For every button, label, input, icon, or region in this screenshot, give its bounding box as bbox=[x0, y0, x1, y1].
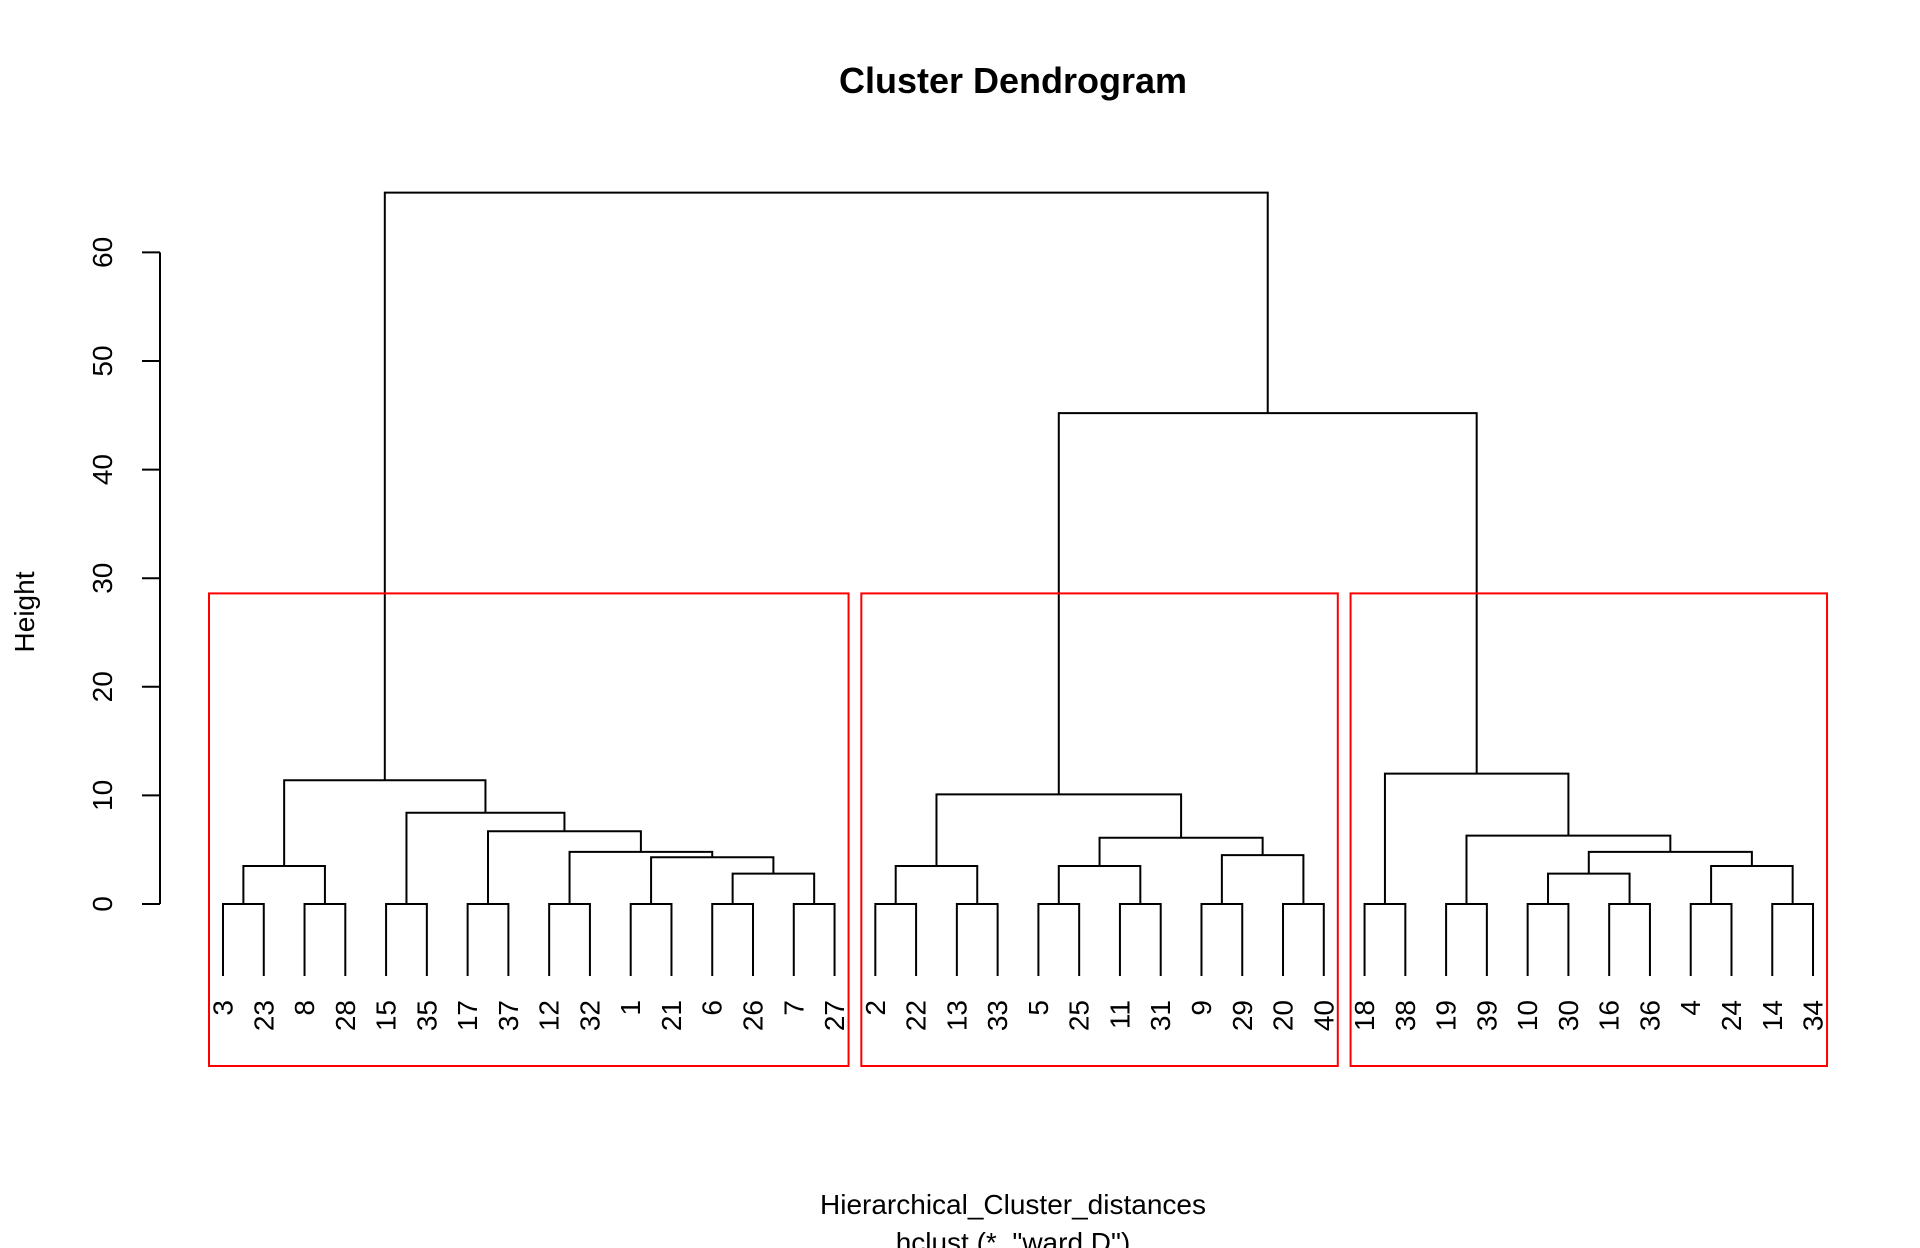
leaf-label: 6 bbox=[697, 1000, 728, 1016]
dendrogram-link bbox=[1363, 903, 1407, 976]
leaf-label: 2 bbox=[860, 1000, 891, 1016]
leaf-label: 14 bbox=[1757, 1000, 1788, 1031]
leaf-label: 39 bbox=[1471, 1000, 1502, 1031]
leaf-label: 9 bbox=[1186, 1000, 1217, 1016]
cluster-box bbox=[860, 592, 1339, 1067]
dendrogram-link bbox=[383, 191, 1269, 781]
y-tick-label: 60 bbox=[87, 237, 118, 268]
leaf-label: 16 bbox=[1594, 1000, 1625, 1031]
leaf-label: 10 bbox=[1512, 1000, 1543, 1031]
leaf-label: 13 bbox=[941, 1000, 972, 1031]
leaf-label: 20 bbox=[1268, 1000, 1299, 1031]
leaf-label: 40 bbox=[1308, 1000, 1339, 1031]
dendrogram-link bbox=[222, 903, 265, 976]
dendrogram-link bbox=[1771, 903, 1815, 976]
dendrogram-link bbox=[1118, 903, 1162, 976]
chart-title: Cluster Dendrogram bbox=[839, 60, 1187, 101]
dendrogram-link bbox=[548, 903, 591, 976]
dendrogram-link bbox=[1200, 903, 1244, 976]
chart-subtitle: hclust (*, "ward.D") bbox=[896, 1227, 1131, 1248]
leaf-label: 29 bbox=[1227, 1000, 1258, 1031]
leaf-label: 22 bbox=[901, 1000, 932, 1031]
dendrogram-link bbox=[1587, 850, 1753, 874]
dendrogram-link bbox=[874, 903, 918, 976]
y-tick-label: 20 bbox=[87, 671, 118, 702]
dendrogram-link bbox=[303, 903, 347, 976]
leaf-label: 32 bbox=[574, 1000, 605, 1031]
leaf-label: 24 bbox=[1716, 1000, 1747, 1031]
leaf-label: 27 bbox=[819, 1000, 850, 1031]
dendrogram-link bbox=[242, 864, 326, 904]
leaf-label: 1 bbox=[615, 1000, 646, 1016]
dendrogram-link bbox=[629, 903, 673, 976]
dendrogram-link bbox=[1383, 772, 1570, 904]
leaf-label: 23 bbox=[248, 1000, 279, 1031]
cluster-boxes bbox=[208, 592, 1829, 1067]
leaf-label: 4 bbox=[1675, 1000, 1706, 1016]
y-tick-label: 30 bbox=[87, 563, 118, 594]
y-tick-label: 0 bbox=[87, 896, 118, 912]
dendrogram-link bbox=[283, 779, 487, 866]
dendrogram-link bbox=[1057, 412, 1478, 795]
leaf-label: 21 bbox=[656, 1000, 687, 1031]
dendrogram-link bbox=[650, 856, 775, 904]
leaf-label: 36 bbox=[1634, 1000, 1665, 1031]
leaf-labels: 3 23 8 28 15 35 17 37 12 32 1 21 6 26 7 27 2 22 13 33 5 25 11 3… bbox=[208, 1000, 1829, 1031]
leaf-label: 5 bbox=[1023, 1000, 1054, 1016]
leaf-label: 28 bbox=[330, 1000, 361, 1031]
y-tick-label: 10 bbox=[87, 780, 118, 811]
y-axis: 0 10 20 30 40 50 60 bbox=[87, 237, 161, 912]
dendrogram-link bbox=[1220, 854, 1305, 904]
dendrogram-link bbox=[1098, 836, 1264, 866]
dendrogram-link bbox=[568, 850, 714, 904]
dendrogram-link bbox=[1037, 903, 1081, 976]
dendrogram-link bbox=[731, 872, 816, 904]
dendrogram-link bbox=[1445, 903, 1488, 976]
dendrogram-link bbox=[1526, 903, 1570, 976]
leaf-label: 26 bbox=[738, 1000, 769, 1031]
leaf-label: 33 bbox=[982, 1000, 1013, 1031]
dendrogram-link bbox=[792, 903, 836, 976]
dendrogram-link bbox=[711, 903, 755, 976]
leaf-label: 11 bbox=[1104, 1000, 1135, 1029]
x-axis-label: Hierarchical_Cluster_distances bbox=[820, 1189, 1206, 1220]
dendrogram-link bbox=[894, 864, 979, 904]
leaf-label: 35 bbox=[411, 1000, 442, 1031]
dendrogram-link bbox=[1710, 864, 1794, 904]
dendrogram-link bbox=[487, 830, 642, 904]
leaf-label: 19 bbox=[1431, 1000, 1462, 1031]
leaf-label: 15 bbox=[371, 1000, 402, 1031]
leaf-label: 7 bbox=[778, 1000, 809, 1016]
cluster-box bbox=[1349, 592, 1829, 1067]
leaf-label: 18 bbox=[1349, 1000, 1380, 1031]
dendrogram-link bbox=[1282, 903, 1325, 976]
leaf-label: 17 bbox=[452, 1000, 483, 1031]
y-tick-label: 50 bbox=[87, 345, 118, 376]
dendrogram-link bbox=[1465, 834, 1672, 904]
leaf-label: 37 bbox=[493, 1000, 524, 1031]
leaf-label: 8 bbox=[289, 1000, 320, 1016]
dendrogram-link bbox=[955, 903, 999, 976]
dendrogram-link bbox=[1057, 864, 1142, 904]
dendrogram-links bbox=[222, 191, 1815, 976]
dendrogram-link bbox=[385, 903, 428, 976]
y-tick-label: 40 bbox=[87, 454, 118, 485]
cluster-box bbox=[208, 592, 850, 1067]
dendrogram-link bbox=[1608, 903, 1651, 976]
dendrogram-link bbox=[1547, 872, 1631, 904]
dendrogram-link bbox=[935, 793, 1183, 866]
leaf-label: 30 bbox=[1553, 1000, 1584, 1031]
y-axis-label: Height bbox=[9, 571, 40, 652]
dendrogram-link bbox=[1689, 903, 1733, 976]
dendrogram-link bbox=[405, 811, 566, 904]
dendrogram-link bbox=[466, 903, 510, 976]
leaf-label: 12 bbox=[534, 1000, 565, 1031]
leaf-label: 3 bbox=[208, 1000, 239, 1016]
leaf-label: 31 bbox=[1145, 1000, 1176, 1031]
leaf-label: 25 bbox=[1064, 1000, 1095, 1031]
leaf-label: 38 bbox=[1390, 1000, 1421, 1031]
leaf-label: 34 bbox=[1798, 1000, 1829, 1031]
